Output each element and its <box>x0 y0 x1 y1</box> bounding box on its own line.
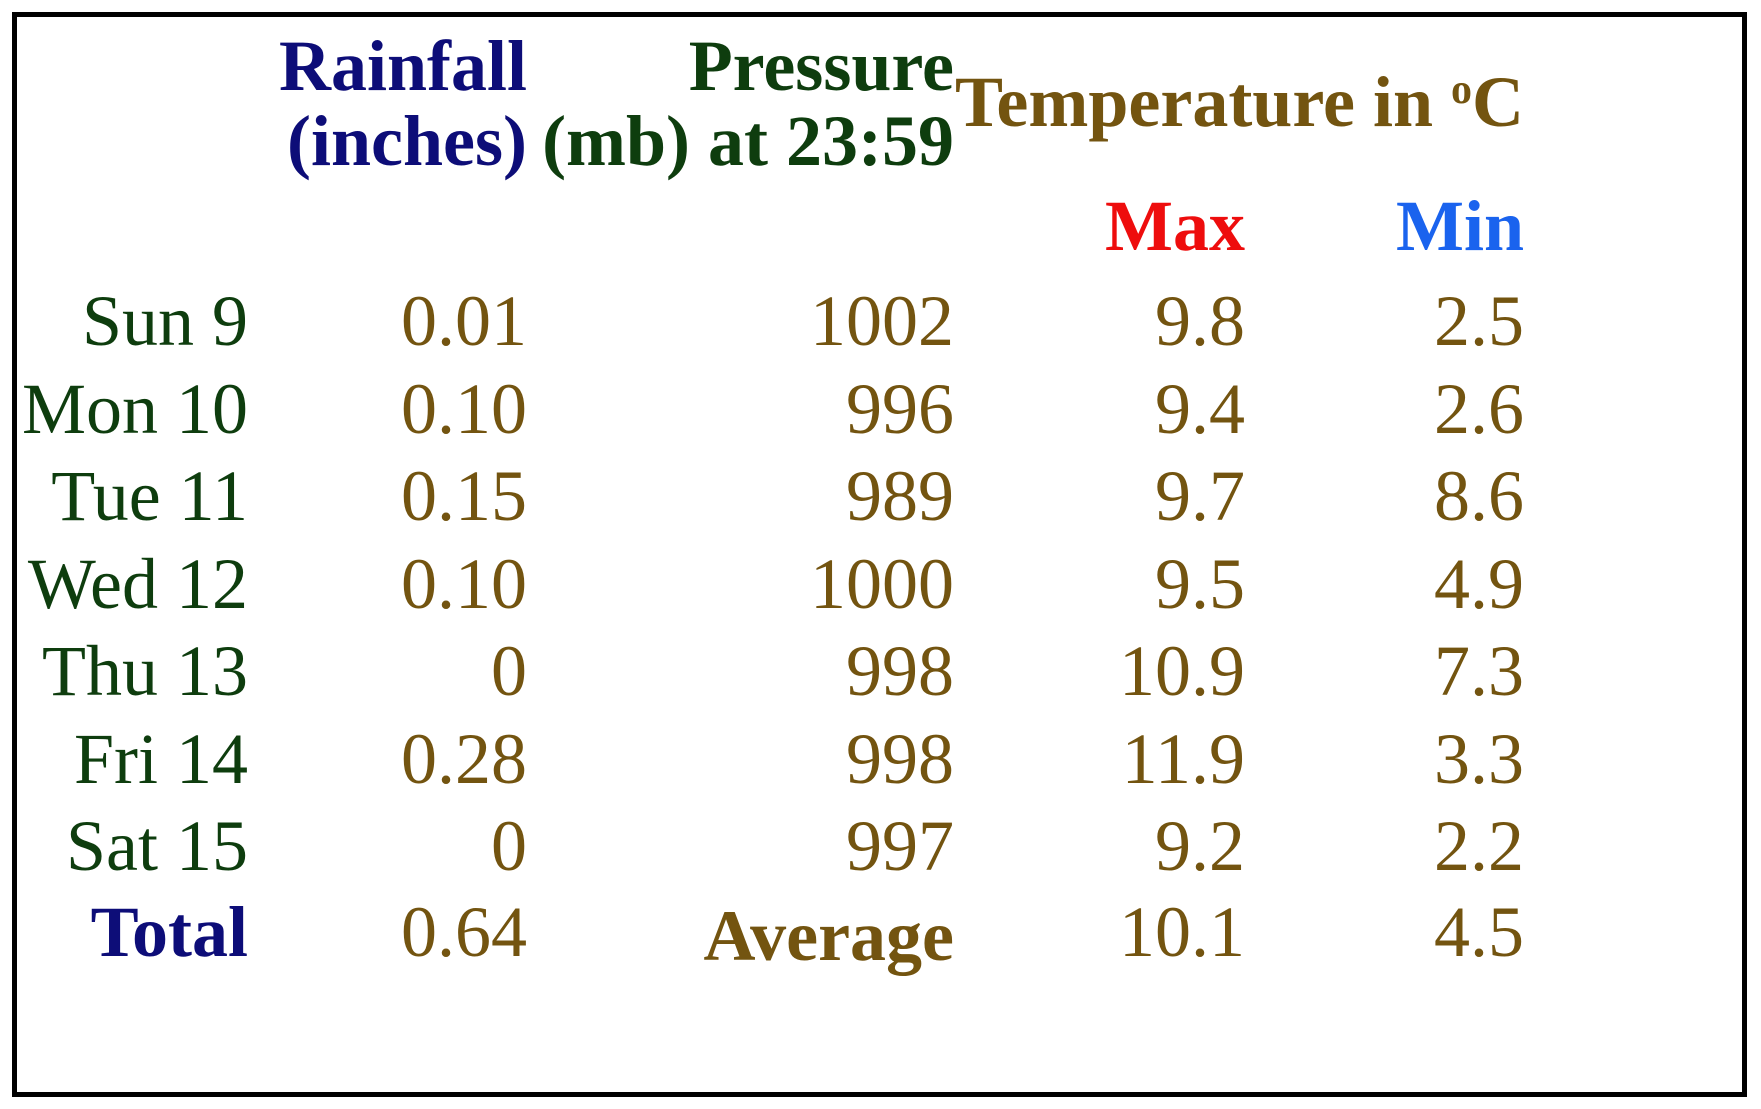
row-day-label: Sat 15 <box>65 806 248 886</box>
rainfall-header-line1: Rainfall <box>278 26 527 106</box>
row-pressure-value: 998 <box>846 718 954 799</box>
average-label: Average <box>703 896 954 976</box>
total-rainfall-value: 0.64 <box>401 892 527 972</box>
row-rainfall-value: 0.10 <box>401 368 527 449</box>
row-min-temp-value: 2.2 <box>1434 806 1524 886</box>
row-max-temp-value: 9.2 <box>1155 806 1245 886</box>
row-day-label: Tue 11 <box>51 456 248 536</box>
row-day-label: Sun 9 <box>81 281 248 361</box>
table-frame <box>12 12 1747 1097</box>
row-day-label: Wed 12 <box>27 543 248 624</box>
row-day-label: Mon 10 <box>21 368 248 449</box>
row-rainfall-value: 0.01 <box>401 281 527 361</box>
row-rainfall-value: 0 <box>491 631 527 711</box>
average-max-value: 10.1 <box>1119 892 1245 972</box>
row-pressure-value: 1000 <box>810 543 954 624</box>
row-rainfall-value: 0.28 <box>401 718 527 799</box>
row-min-temp-value: 2.6 <box>1434 368 1524 449</box>
row-pressure-value: 997 <box>846 806 954 886</box>
row-min-temp-value: 8.6 <box>1434 456 1524 536</box>
row-max-temp-value: 9.8 <box>1155 281 1245 361</box>
row-max-temp-value: 11.9 <box>1121 718 1245 799</box>
average-min-value: 4.5 <box>1434 892 1524 972</box>
row-rainfall-value: 0 <box>491 806 527 886</box>
row-rainfall-value: 0.10 <box>401 543 527 624</box>
row-max-temp-value: 10.9 <box>1119 631 1245 711</box>
temperature-header-prefix: Temperature in <box>955 62 1451 142</box>
total-label: Total <box>90 892 248 972</box>
row-pressure-value: 998 <box>846 631 954 711</box>
row-max-temp-value: 9.7 <box>1155 456 1245 536</box>
max-header: Max <box>1105 186 1245 266</box>
row-day-label: Thu 13 <box>42 631 248 711</box>
row-max-temp-value: 9.4 <box>1155 368 1245 449</box>
row-pressure-value: 1002 <box>810 281 954 361</box>
row-day-label: Fri 14 <box>73 718 248 799</box>
rainfall-header-line2: (inches) <box>287 101 527 181</box>
degree-symbol: o <box>1451 66 1472 113</box>
row-min-temp-value: 3.3 <box>1434 718 1524 799</box>
row-min-temp-value: 7.3 <box>1434 631 1524 711</box>
row-max-temp-value: 9.5 <box>1155 543 1245 624</box>
row-min-temp-value: 2.5 <box>1434 281 1524 361</box>
pressure-header-line2: (mb) at 23:59 <box>542 101 954 181</box>
row-rainfall-value: 0.15 <box>401 456 527 536</box>
min-header: Min <box>1395 186 1524 266</box>
row-pressure-value: 996 <box>846 368 954 449</box>
row-min-temp-value: 4.9 <box>1434 543 1524 624</box>
row-pressure-value: 989 <box>846 456 954 536</box>
pressure-header-line1: Pressure <box>688 26 954 106</box>
temperature-header-unit: C <box>1472 62 1524 142</box>
temperature-header: Temperature in oC <box>955 66 1524 138</box>
